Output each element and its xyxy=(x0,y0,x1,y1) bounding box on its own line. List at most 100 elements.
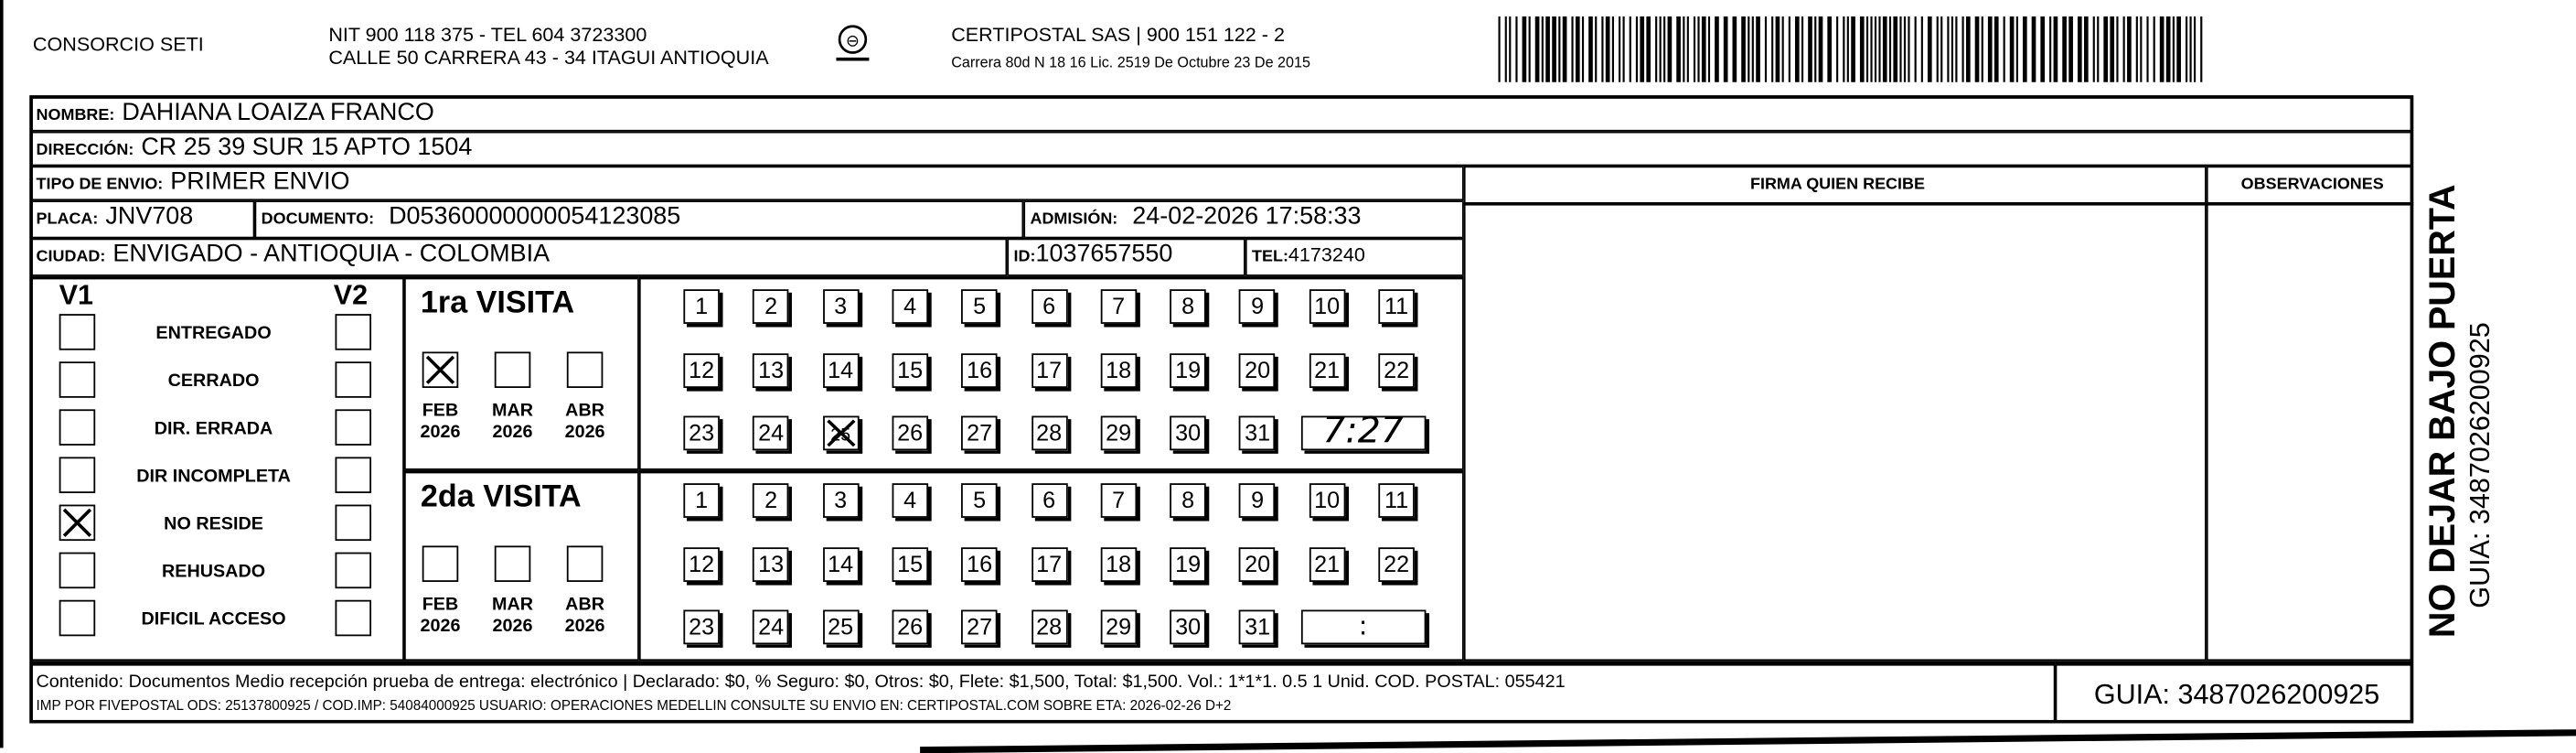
day-box-3[interactable]: 3 xyxy=(822,483,859,518)
day-box-24[interactable]: 24 xyxy=(753,415,789,451)
day-box-2[interactable]: 2 xyxy=(753,483,789,518)
day-box-10[interactable]: 10 xyxy=(1309,289,1345,324)
v2-checkbox[interactable] xyxy=(335,409,372,446)
v1-checkbox[interactable] xyxy=(59,457,96,493)
day-box-1[interactable]: 1 xyxy=(683,289,720,324)
barcode-bar xyxy=(1818,16,1823,82)
day-box-6[interactable]: 6 xyxy=(1031,483,1067,518)
day-box-31[interactable]: 31 xyxy=(1239,415,1276,451)
admision-cell: ADMISIÓN: 24-02-2026 17:58:33 xyxy=(1023,200,1464,239)
v2-checkbox[interactable] xyxy=(335,457,372,493)
barcode-bar xyxy=(1865,16,1869,82)
time-box[interactable]: : xyxy=(1300,609,1426,645)
day-box-26[interactable]: 26 xyxy=(892,415,928,451)
day-box-16[interactable]: 16 xyxy=(961,352,998,388)
day-box-11[interactable]: 11 xyxy=(1378,289,1415,324)
day-box-4[interactable]: 4 xyxy=(892,289,928,324)
day-box-29[interactable]: 29 xyxy=(1100,415,1137,451)
barcode-bar xyxy=(1595,16,1598,82)
barcode-bar xyxy=(2015,16,2018,82)
v1-checkbox[interactable] xyxy=(59,599,96,637)
day-box-15[interactable]: 15 xyxy=(892,352,928,388)
day-box-22[interactable]: 22 xyxy=(1378,546,1415,582)
v1-checkbox[interactable] xyxy=(59,504,96,542)
day-box-26[interactable]: 26 xyxy=(892,609,928,645)
v2-checkbox[interactable] xyxy=(335,552,372,589)
day-box-2[interactable]: 2 xyxy=(753,289,789,324)
month-year: 2026 xyxy=(492,616,533,637)
day-box-6[interactable]: 6 xyxy=(1031,289,1067,324)
observaciones-column[interactable]: OBSERVACIONES xyxy=(2206,166,2414,662)
v2-checkbox[interactable] xyxy=(335,314,372,350)
day-box-7[interactable]: 7 xyxy=(1100,289,1137,324)
day-box-20[interactable]: 20 xyxy=(1239,352,1276,388)
day-box-31[interactable]: 31 xyxy=(1239,609,1276,645)
day-box-9[interactable]: 9 xyxy=(1239,289,1276,324)
month-checkbox-feb[interactable] xyxy=(422,351,459,388)
barcode-bar xyxy=(1732,16,1737,82)
day-box-21[interactable]: 21 xyxy=(1309,546,1345,582)
day-box-28[interactable]: 28 xyxy=(1031,609,1067,645)
month-year: 2026 xyxy=(420,616,461,637)
day-box-25[interactable]: 25 xyxy=(822,609,859,645)
day-box-30[interactable]: 30 xyxy=(1170,609,1206,645)
day-box-18[interactable]: 18 xyxy=(1100,546,1137,582)
day-box-24[interactable]: 24 xyxy=(753,609,789,645)
month-checkbox-abr[interactable] xyxy=(566,545,604,582)
day-box-11[interactable]: 11 xyxy=(1378,483,1415,518)
day-box-4[interactable]: 4 xyxy=(892,483,928,518)
day-box-12[interactable]: 12 xyxy=(683,546,720,582)
day-box-14[interactable]: 14 xyxy=(822,546,859,582)
day-box-3[interactable]: 3 xyxy=(822,289,859,324)
v1-checkbox[interactable] xyxy=(59,552,96,589)
v1-checkbox[interactable] xyxy=(59,361,96,398)
day-box-19[interactable]: 19 xyxy=(1170,546,1206,582)
day-box-30[interactable]: 30 xyxy=(1170,415,1206,451)
month-year: 2026 xyxy=(564,422,605,443)
month-checkbox-mar[interactable] xyxy=(494,545,531,582)
day-box-12[interactable]: 12 xyxy=(683,352,720,388)
day-box-23[interactable]: 23 xyxy=(683,609,720,645)
v1-checkbox[interactable] xyxy=(59,314,96,350)
day-box-8[interactable]: 8 xyxy=(1170,483,1206,518)
day-box-13[interactable]: 13 xyxy=(753,352,789,388)
contenido-text: Contenido: Documentos Medio recepción pr… xyxy=(36,672,1566,693)
v2-checkbox[interactable] xyxy=(335,504,372,542)
day-box-5[interactable]: 5 xyxy=(961,483,998,518)
time-box[interactable]: 7:27 xyxy=(1300,414,1426,451)
day-box-8[interactable]: 8 xyxy=(1170,289,1206,324)
day-box-17[interactable]: 17 xyxy=(1031,352,1067,388)
barcode-bar xyxy=(1723,16,1728,82)
month-checkbox-mar[interactable] xyxy=(494,351,531,388)
day-box-20[interactable]: 20 xyxy=(1239,546,1276,582)
day-box-25[interactable]: 25 xyxy=(822,415,859,451)
month-checkbox-feb[interactable] xyxy=(422,545,459,582)
firma-column[interactable]: FIRMA QUIEN RECIBE xyxy=(1463,166,2207,662)
day-box-21[interactable]: 21 xyxy=(1309,352,1345,388)
day-box-1[interactable]: 1 xyxy=(683,483,720,518)
v2-label: V2 xyxy=(333,279,369,311)
month-name: FEB xyxy=(422,401,459,421)
day-box-19[interactable]: 19 xyxy=(1170,352,1206,388)
day-box-22[interactable]: 22 xyxy=(1378,352,1415,388)
day-box-27[interactable]: 27 xyxy=(961,609,998,645)
day-box-7[interactable]: 7 xyxy=(1100,483,1137,518)
day-box-27[interactable]: 27 xyxy=(961,415,998,451)
barcode-bar xyxy=(1701,16,1706,82)
day-box-5[interactable]: 5 xyxy=(961,289,998,324)
day-box-18[interactable]: 18 xyxy=(1100,352,1137,388)
day-box-13[interactable]: 13 xyxy=(753,546,789,582)
day-box-15[interactable]: 15 xyxy=(892,546,928,582)
day-box-14[interactable]: 14 xyxy=(822,352,859,388)
day-box-10[interactable]: 10 xyxy=(1309,483,1345,518)
v2-checkbox[interactable] xyxy=(335,361,372,398)
v1-checkbox[interactable] xyxy=(59,409,96,446)
day-box-16[interactable]: 16 xyxy=(961,546,998,582)
day-box-17[interactable]: 17 xyxy=(1031,546,1067,582)
day-box-28[interactable]: 28 xyxy=(1031,415,1067,451)
day-box-23[interactable]: 23 xyxy=(683,415,720,451)
v2-checkbox[interactable] xyxy=(335,599,372,637)
day-box-9[interactable]: 9 xyxy=(1239,483,1276,518)
month-checkbox-abr[interactable] xyxy=(566,351,604,388)
day-box-29[interactable]: 29 xyxy=(1100,609,1137,645)
